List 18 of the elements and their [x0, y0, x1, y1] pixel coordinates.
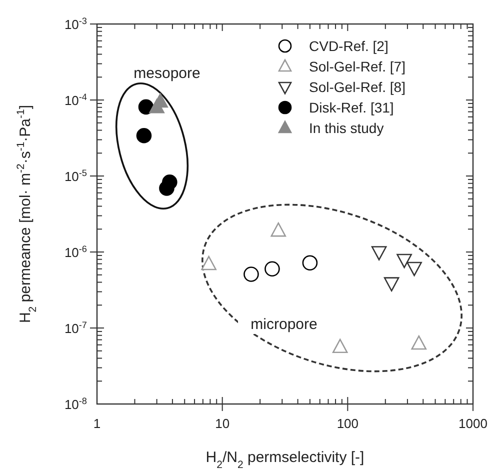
legend-label: CVD-Ref. [2]	[309, 38, 388, 54]
x-tick-label: 1000	[458, 416, 488, 431]
x-axis-title: H$_{2}$/N$_{2}$ permselectivity [-]	[206, 449, 364, 471]
y-tick-label: 10$^{-4}$	[64, 92, 87, 108]
x-tick-label: 100	[336, 416, 359, 431]
legend-label: Disk-Ref. [31]	[309, 100, 394, 116]
legend-label: In this study	[309, 120, 384, 136]
legend-label: Sol-Gel-Ref. [7]	[309, 58, 406, 74]
annotation: micropore	[250, 316, 318, 333]
y-tick-label: 10$^{-8}$	[64, 396, 87, 412]
annotation: mesopore	[134, 65, 200, 82]
y-tick-label: 10$^{-5}$	[64, 168, 87, 184]
x-tick-label: 10	[215, 416, 230, 431]
y-tick-label: 10$^{-7}$	[64, 320, 87, 336]
legend-label: Sol-Gel-Ref. [8]	[309, 79, 406, 95]
y-tick-label: 10$^{-3}$	[64, 16, 87, 32]
x-tick-label: 1	[93, 416, 101, 431]
y-tick-label: 10$^{-6}$	[64, 244, 87, 260]
